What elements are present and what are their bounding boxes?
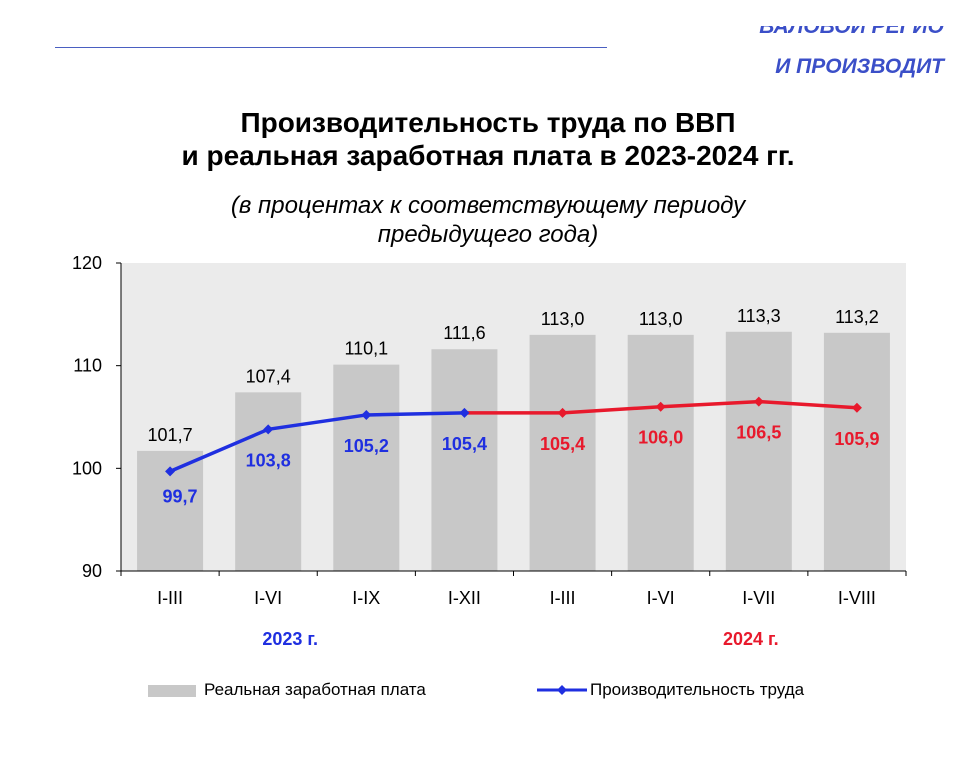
line-data-label: 106,5 [736,423,781,443]
chart-title-line-2: и реальная заработная плата в 2023-2024 … [181,140,795,171]
line-data-label: 105,9 [834,429,879,449]
bar [627,334,694,571]
bar-data-label: 107,4 [246,366,291,386]
y-tick-label: 120 [72,253,102,273]
line-data-label: 105,2 [344,436,389,456]
bar-data-label: 113,0 [639,309,683,329]
bar [725,331,792,571]
chart-title: Производительность труда по ВВП и реальн… [0,106,976,172]
line-point [557,407,568,418]
x-tick-label: I-VI [254,588,282,608]
x-tick-label: I-III [550,588,576,608]
bar [235,392,302,571]
legend-label-line: Производительность труда [590,680,805,699]
x-tick-label: I-III [157,588,183,608]
bar-data-label: 101,7 [148,425,193,445]
x-tick-label: I-XII [448,588,481,608]
line-data-label: 105,4 [442,434,487,454]
y-tick-label: 110 [73,356,102,376]
bar-data-label: 113,2 [835,307,879,327]
line-point [165,466,176,477]
line-point [851,402,862,413]
chart-subtitle-line-2: предыдущего года) [377,221,599,248]
corner-heading-line-1: ВАЛОВОЙ РЕГИО [759,26,944,38]
chart-legend: Реальная заработная плата Производительн… [0,678,976,702]
line-point [655,401,666,412]
bar [823,332,890,571]
x-tick-label: I-VI [647,588,675,608]
line-data-label: 99,7 [163,486,198,506]
line-series-2023 [169,411,465,474]
legend-swatch-bar [148,685,196,697]
bar [529,334,596,571]
line-point [753,396,764,407]
chart-title-line-1: Производительность труда по ВВП [240,107,736,138]
bar-data-label: 113,3 [737,306,781,326]
bar-data-label: 113,0 [541,309,585,329]
bar-data-label: 111,6 [443,323,485,343]
line-data-label: 106,0 [638,428,683,448]
chart-subtitle-line-1: (в процентах к соответствующему периоду [230,192,746,219]
y-tick-label: 90 [82,561,102,581]
line-point [459,407,470,418]
bar-data-label: 110,1 [344,339,388,359]
x-tick-label: I-VIII [838,588,876,608]
legend-swatch-line [537,685,587,695]
bar [431,349,498,571]
line-data-label: 103,8 [246,450,291,470]
x-tick-label: I-VII [742,588,775,608]
chart-subtitle: (в процентах к соответствующему периоду … [0,191,976,249]
year-group-label: 2023 г. [262,629,318,649]
line-data-label: 105,4 [540,434,585,454]
corner-heading-line-2: И ПРОИЗВОДИТ [775,55,944,78]
year-group-label: 2024 г. [723,629,779,649]
line-point [361,409,372,420]
y-tick-label: 100 [72,458,102,478]
line-point [263,424,274,435]
top-rule [55,47,607,48]
legend-label-bar: Реальная заработная плата [204,680,426,699]
bar [333,364,400,571]
x-tick-label: I-IX [352,588,380,608]
